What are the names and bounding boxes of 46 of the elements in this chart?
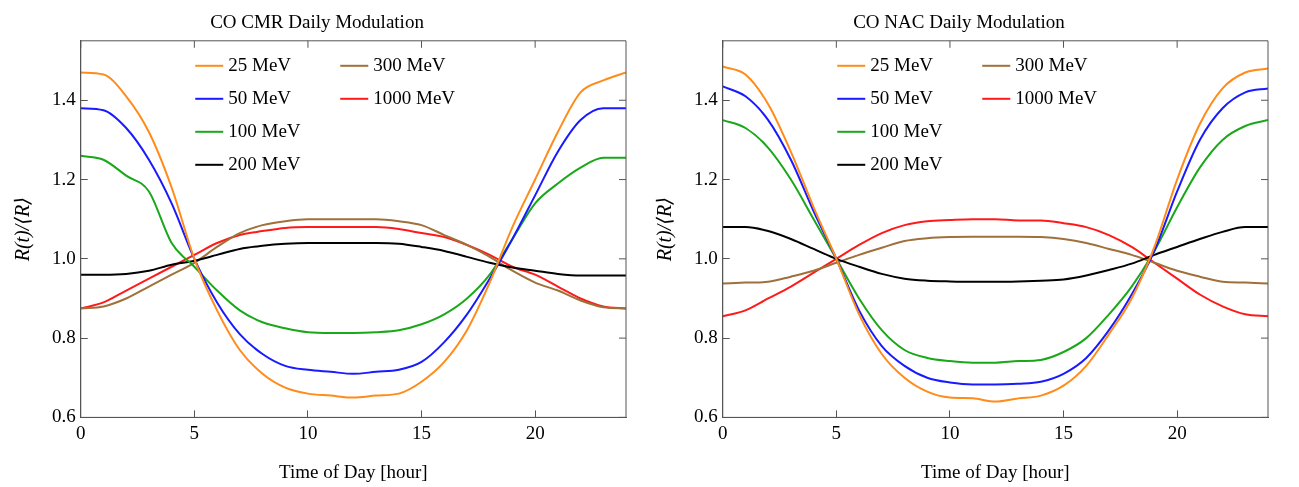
line-series <box>722 235 1268 285</box>
legend-label: 100 MeV <box>228 119 301 141</box>
y-tick-label: 1.4 <box>52 88 77 110</box>
legend-label: 25 MeV <box>870 53 934 75</box>
y-tick-label: 1.2 <box>52 167 76 189</box>
x-tick-label: 10 <box>298 421 318 443</box>
y-tick-label: 1.0 <box>694 246 718 268</box>
x-axis-title: Time of Day [hour] <box>279 460 428 482</box>
x-axis-title: Time of Day [hour] <box>921 460 1070 482</box>
x-tick-label: 0 <box>76 421 86 443</box>
y-axis-title: R(t)/⟨R⟩ <box>653 196 677 263</box>
chart-title: CO CMR Daily Modulation <box>210 11 425 33</box>
chart-title: CO NAC Daily Modulation <box>853 11 1066 33</box>
x-tick-label: 5 <box>831 421 842 443</box>
line-series <box>80 241 626 277</box>
y-tick-label: 0.8 <box>694 326 718 348</box>
y-tick-label: 1.4 <box>694 88 719 110</box>
y-tick-label: 1.2 <box>694 167 718 189</box>
legend-label: 100 MeV <box>870 119 943 141</box>
y-tick-label: 0.6 <box>694 405 718 427</box>
legend-label: 25 MeV <box>228 53 292 75</box>
legend-label: 300 MeV <box>1015 53 1088 75</box>
legend-label: 50 MeV <box>228 86 292 108</box>
x-tick-label: 5 <box>189 421 200 443</box>
line-series <box>722 226 1268 283</box>
x-tick-label: 15 <box>1054 421 1074 443</box>
x-tick-label: 10 <box>940 421 960 443</box>
line-series <box>80 71 626 399</box>
x-tick-label: 20 <box>1167 421 1187 443</box>
legend-label: 50 MeV <box>870 86 934 108</box>
line-series <box>722 119 1268 364</box>
legend-label: 200 MeV <box>870 152 943 174</box>
line-series <box>80 154 626 334</box>
x-tick-label: 20 <box>525 421 545 443</box>
x-tick-label: 0 <box>718 421 728 443</box>
legend-label: 1000 MeV <box>1015 86 1098 108</box>
line-series <box>80 107 626 375</box>
legend-label: 200 MeV <box>228 152 301 174</box>
y-tick-label: 0.6 <box>52 405 76 427</box>
y-axis-title: R(t)/⟨R⟩ <box>11 196 35 263</box>
y-tick-label: 0.8 <box>52 326 76 348</box>
line-series <box>722 218 1268 318</box>
y-tick-label: 1.0 <box>52 246 76 268</box>
legend-label: 300 MeV <box>373 53 446 75</box>
x-tick-label: 15 <box>412 421 432 443</box>
legend-label: 1000 MeV <box>373 86 456 108</box>
